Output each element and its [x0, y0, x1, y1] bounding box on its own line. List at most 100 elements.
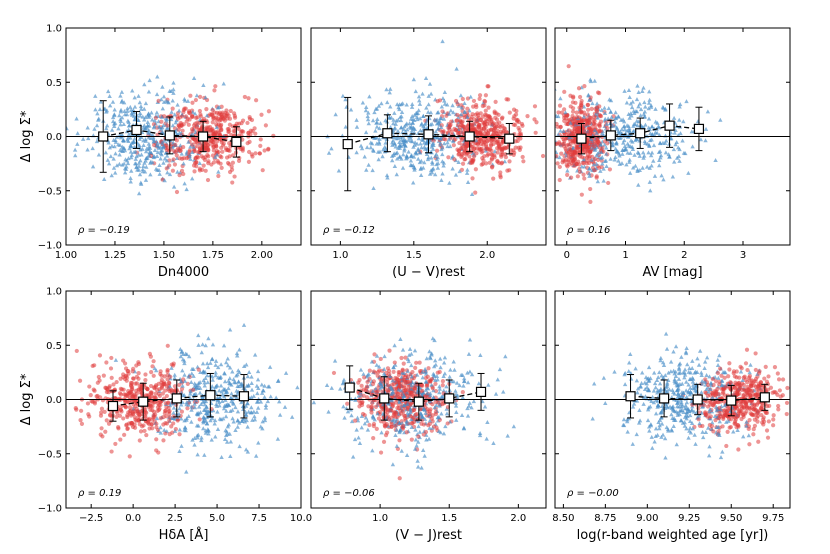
blue-triangle-point	[241, 322, 247, 327]
blue-triangle-point	[157, 171, 162, 176]
blue-triangle-point	[735, 427, 740, 432]
blue-triangle-point	[616, 158, 621, 163]
red-circle-point	[369, 410, 374, 415]
blue-triangle-point	[588, 137, 594, 142]
red-circle-point	[198, 112, 203, 117]
blue-triangle-point	[177, 406, 182, 411]
red-circle-point	[401, 361, 406, 366]
blue-triangle-point	[638, 107, 644, 112]
red-circle-point	[125, 392, 130, 397]
blue-triangle-point	[384, 173, 390, 178]
blue-triangle-point	[147, 78, 152, 83]
red-circle-point	[375, 373, 380, 378]
blue-triangle-point	[402, 403, 407, 408]
blue-triangle-point	[179, 443, 184, 448]
blue-triangle-point	[534, 111, 538, 115]
blue-triangle-point	[402, 146, 407, 151]
red-circle-point	[147, 416, 152, 421]
red-circle-point	[253, 131, 258, 136]
red-circle-point	[518, 136, 523, 141]
blue-triangle-point	[453, 388, 458, 393]
blue-triangle-point	[616, 129, 621, 134]
blue-triangle-point	[405, 155, 410, 160]
red-circle-point	[217, 118, 222, 123]
red-circle-point	[157, 387, 162, 392]
blue-triangle-point	[376, 139, 382, 144]
blue-triangle-point	[477, 431, 483, 436]
blue-triangle-point	[110, 99, 116, 104]
blue-triangle-point	[245, 424, 250, 429]
blue-triangle-point	[159, 97, 164, 102]
blue-triangle-point	[384, 87, 389, 92]
blue-triangle-point	[255, 369, 261, 374]
red-circle-point	[181, 171, 186, 177]
blue-triangle-point	[660, 432, 666, 437]
blue-triangle-point	[469, 372, 475, 377]
blue-triangle-point	[182, 372, 187, 377]
blue-triangle-point	[383, 118, 388, 123]
red-circle-point	[597, 91, 602, 96]
red-circle-point	[521, 159, 526, 164]
blue-triangle-point	[411, 180, 416, 185]
blue-triangle-point	[412, 348, 418, 353]
blue-triangle-point	[136, 191, 142, 196]
red-circle-point	[485, 84, 490, 89]
blue-triangle-point	[249, 405, 254, 410]
blue-triangle-point	[677, 104, 682, 109]
red-circle-point	[73, 406, 78, 411]
blue-triangle-point	[254, 409, 260, 414]
red-circle-point	[413, 365, 418, 370]
red-circle-point	[381, 415, 386, 420]
blue-triangle-point	[234, 373, 239, 378]
blue-triangle-point	[532, 170, 536, 174]
blue-triangle-point	[129, 152, 135, 157]
red-circle-point	[517, 132, 522, 137]
blue-triangle-point	[682, 423, 688, 428]
red-circle-point	[452, 126, 457, 132]
blue-triangle-point	[423, 410, 428, 415]
blue-triangle-point	[579, 164, 585, 169]
blue-triangle-point	[430, 336, 436, 341]
blue-triangle-point	[696, 362, 702, 367]
red-circle-point	[562, 107, 567, 112]
red-circle-point	[385, 410, 390, 415]
red-circle-point	[132, 392, 137, 397]
red-circle-point	[417, 360, 422, 365]
red-circle-point	[216, 173, 221, 179]
red-circle-point	[211, 128, 216, 134]
blue-triangle-point	[189, 371, 194, 376]
blue-triangle-point	[74, 116, 79, 121]
blue-triangle-point	[149, 110, 154, 115]
blue-triangle-point	[642, 100, 647, 105]
blue-triangle-point	[404, 453, 410, 458]
blue-triangle-point	[417, 160, 423, 165]
blue-triangle-point	[595, 179, 601, 184]
blue-triangle-point	[209, 401, 214, 406]
blue-triangle-point	[161, 99, 167, 104]
blue-triangle-point	[152, 148, 158, 153]
blue-triangle-point	[283, 370, 289, 375]
blue-triangle-point	[128, 107, 134, 112]
red-circle-point	[484, 146, 489, 151]
red-circle-point	[162, 114, 167, 119]
blue-triangle-point	[220, 392, 225, 397]
red-circle-point	[174, 189, 180, 195]
red-circle-point	[596, 157, 601, 162]
blue-triangle-point	[441, 388, 446, 393]
blue-triangle-point	[455, 393, 460, 398]
blue-triangle-point	[474, 138, 479, 143]
blue-triangle-point	[117, 152, 122, 157]
blue-triangle-point	[124, 164, 129, 169]
red-circle-point	[77, 378, 83, 383]
blue-triangle-point	[444, 384, 449, 389]
red-circle-point	[257, 151, 262, 156]
red-circle-point	[159, 119, 164, 124]
red-circle-point	[592, 144, 597, 149]
blue-triangle-point	[196, 342, 201, 347]
red-circle-point	[440, 379, 446, 384]
blue-triangle-point	[603, 400, 608, 405]
red-circle-point	[585, 153, 591, 158]
red-circle-point	[364, 384, 370, 389]
blue-triangle-point	[255, 405, 261, 410]
blue-triangle-point	[411, 126, 416, 131]
